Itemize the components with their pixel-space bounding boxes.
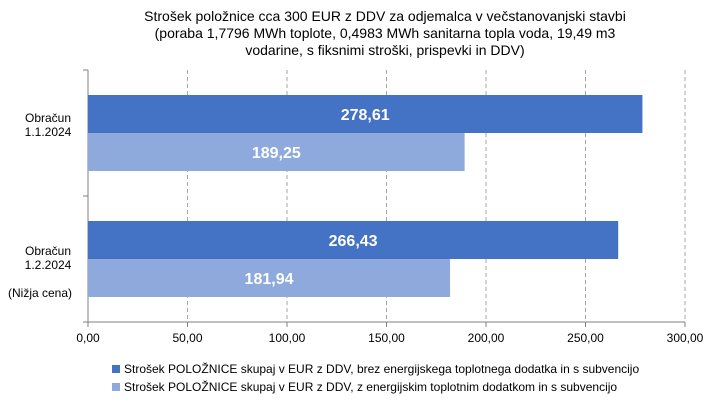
x-tick-label-4: 200,00 [468, 331, 505, 345]
category-note-2: (Nižja cena) [8, 286, 73, 300]
legend-item-2: Strošek POLOŽNICE skupaj v EUR z DDV, z … [112, 378, 639, 396]
chart-title-line-1: Strošek položnice cca 300 EUR z DDV za o… [144, 8, 626, 24]
x-tick-label-3: 150,00 [368, 331, 405, 345]
category-label-2-line-1: Obračun [24, 244, 72, 258]
category-label-1-line-1: Obračun [24, 111, 72, 125]
chart-title-line-3: vodarine, s fiksnimi stroški, prispevki … [245, 42, 525, 58]
data-label-s2-c1: 189,25 [252, 145, 301, 162]
x-tick-label-0: 0,00 [76, 331, 100, 345]
legend-swatch-2 [112, 383, 120, 391]
x-tick-label-1: 50,00 [172, 331, 202, 345]
category-label-1-line-2: 1.1.2024 [24, 125, 72, 139]
legend-label-2: Strošek POLOŽNICE skupaj v EUR z DDV, z … [124, 380, 618, 394]
legend: Strošek POLOŽNICE skupaj v EUR z DDV, br… [112, 360, 639, 396]
legend-swatch-1 [112, 365, 120, 373]
data-label-s2-c2: 181,94 [245, 271, 294, 288]
x-tick-label-5: 250,00 [567, 331, 604, 345]
bar-s1-c1 [88, 95, 643, 133]
data-label-s1-c2: 266,43 [329, 233, 378, 250]
bar-s2-c2 [88, 259, 451, 297]
bar-s2-c1 [88, 133, 465, 171]
category-label-2: Obračun 1.2.2024 [17, 244, 79, 272]
legend-item-1: Strošek POLOŽNICE skupaj v EUR z DDV, br… [112, 360, 639, 378]
category-label-2-line-2: 1.2.2024 [24, 258, 72, 272]
x-tick-label-6: 300,00 [667, 331, 704, 345]
data-label-s1-c1: 278,61 [341, 107, 390, 124]
chart-title-line-2: (poraba 1,7796 MWh toplote, 0,4983 MWh s… [154, 25, 616, 41]
bar-s1-c2 [88, 221, 619, 259]
x-tick-label-2: 100,00 [269, 331, 306, 345]
chart-title: Strošek položnice cca 300 EUR z DDV za o… [70, 8, 700, 59]
category-label-1: Obračun 1.1.2024 [17, 111, 79, 139]
legend-label-1: Strošek POLOŽNICE skupaj v EUR z DDV, br… [124, 362, 640, 376]
